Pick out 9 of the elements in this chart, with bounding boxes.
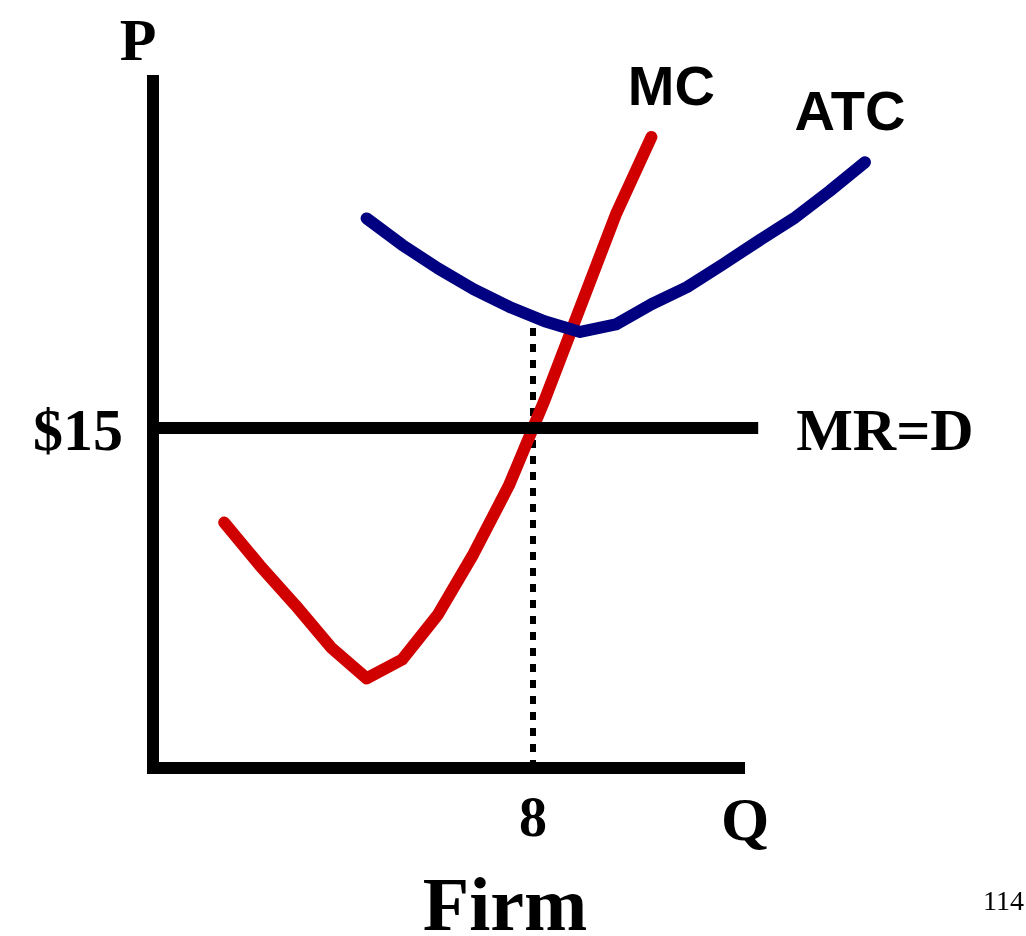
x-axis-title: Q <box>720 785 770 853</box>
series-label: MC <box>627 54 715 117</box>
text: 8 <box>519 786 547 848</box>
text: 114 <box>983 885 1024 916</box>
series-label: MR=D <box>796 396 974 463</box>
series-label: ATC <box>794 79 906 143</box>
y-axis-title: P <box>119 7 157 73</box>
text: $15 <box>33 397 123 463</box>
text: Firm <box>422 862 588 936</box>
